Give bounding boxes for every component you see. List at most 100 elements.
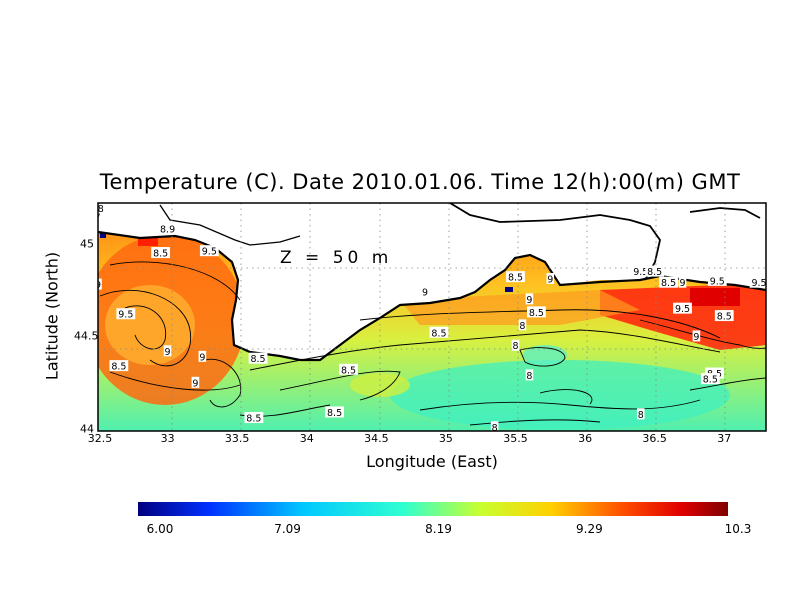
- y-tick-label: 45: [80, 237, 94, 251]
- contour-label: 8.5: [246, 414, 261, 425]
- contour-label: 8: [98, 204, 104, 215]
- cool-patch-center: [390, 360, 730, 430]
- contour-label: 8.5: [327, 408, 342, 419]
- contour-label-bg: [151, 247, 171, 259]
- contour-label-bg: [546, 273, 555, 284]
- contour-label: 8: [526, 371, 532, 382]
- contour-label: 8.5: [508, 273, 523, 284]
- colorbar-tick-label: 7.09: [274, 522, 301, 536]
- contour-label: 8.5: [111, 362, 126, 373]
- contour-label: 9: [547, 275, 553, 286]
- contour-label-bg: [109, 360, 129, 372]
- contour-label-bg: [506, 271, 525, 283]
- x-tick-label: 35.5: [503, 432, 528, 445]
- contour-label-bg: [659, 276, 678, 288]
- colorbar: [138, 502, 728, 516]
- contour-label: 8: [492, 423, 498, 434]
- contour-label: 8: [519, 321, 525, 332]
- contour-label-bg: [707, 274, 727, 286]
- x-tick-label: 35: [438, 432, 453, 445]
- contour-label-bg: [631, 265, 651, 277]
- isotherm-contours: [99, 261, 766, 426]
- y-tick-label: 44.5: [74, 329, 99, 343]
- contour-label-bg: [198, 350, 207, 362]
- x-tick-label: 34.5: [364, 432, 389, 445]
- plot-frame: [97, 202, 767, 432]
- land-crimea: [98, 203, 766, 360]
- contour-label-bg: [98, 203, 105, 214]
- contour-label: 9.5: [633, 267, 648, 278]
- contour-label-bg: [518, 319, 527, 331]
- contour-label-bg: [244, 412, 264, 424]
- colorbar-tick-label: 9.29: [576, 522, 603, 536]
- contour-label: 8.5: [717, 312, 732, 323]
- contour-label-bg: [526, 306, 546, 318]
- contour-label: 9: [526, 295, 532, 306]
- colorbar-tick-label: 10.3: [724, 522, 752, 536]
- colorbar-tick-label: 6.00: [146, 522, 174, 536]
- contour-label: 8.5: [647, 267, 662, 278]
- contour-label-bg: [98, 209, 102, 221]
- contour-label-bg: [116, 308, 136, 320]
- contour-label: 8.5: [661, 278, 676, 289]
- contour-label: 8: [512, 341, 518, 352]
- contour-label: 8.9: [160, 224, 175, 235]
- x-tick-label: 33: [160, 432, 175, 445]
- colorbar-tick-label: 8.19: [425, 522, 452, 536]
- contour-label: 9: [95, 280, 101, 291]
- contour-label: 8.5: [431, 328, 446, 339]
- contour-label-bg: [692, 330, 701, 342]
- x-tick-label: 32.5: [87, 432, 113, 445]
- contour-label-bg: [158, 222, 177, 234]
- contour-label: 7: [95, 211, 101, 222]
- contour-label-bg: [525, 293, 534, 305]
- contour-label-bg: [645, 265, 665, 277]
- x-tick-label: 34: [299, 432, 314, 445]
- contour-label-bg: [678, 276, 687, 288]
- contour-label: 9: [199, 352, 205, 363]
- contour-label-bg: [636, 408, 645, 420]
- contour-label: 8.5: [529, 308, 544, 319]
- contour-label-bg: [191, 376, 200, 388]
- x-axis-label: Longitude (East): [366, 452, 498, 471]
- depth-label: Z = 50 m: [280, 248, 393, 268]
- contour-label-bg: [673, 302, 692, 314]
- contour-label: 8: [638, 410, 644, 421]
- contour-label-bg: [511, 339, 520, 351]
- contour-label: 9: [422, 287, 428, 298]
- contour-label-bg: [98, 278, 102, 290]
- contour-label-bg: [700, 373, 720, 385]
- contour-label-bg: [248, 352, 268, 364]
- contour-label-bg: [714, 310, 734, 322]
- contour-label: 9.5: [202, 247, 217, 258]
- x-tick-label: 33.5: [224, 432, 250, 445]
- contour-label: 9: [679, 278, 685, 289]
- contour-label-bg: [421, 285, 429, 297]
- x-tick-label: 36.5: [642, 432, 667, 445]
- cold-speck: [505, 287, 513, 292]
- contour-label-bg: [749, 276, 766, 288]
- contour-label: 8.5: [250, 354, 265, 365]
- contour-label: 8.5: [703, 375, 718, 386]
- contour-label: 9: [693, 332, 699, 343]
- contour-label: 9: [165, 347, 171, 358]
- contour-label: 8.5: [341, 365, 356, 376]
- contour-label-bg: [325, 406, 344, 418]
- contour-label-bg: [163, 345, 172, 357]
- contour-label: 9.5: [710, 276, 725, 287]
- y-tick-label: 44: [80, 422, 94, 436]
- contour-label-bg: [525, 369, 534, 381]
- contour-label: 9.5: [751, 278, 766, 289]
- contour-label-bg: [429, 326, 449, 338]
- x-tick-label: 36: [578, 432, 593, 445]
- contour-label-bg: [490, 421, 499, 431]
- contour-label: 9.5: [675, 304, 690, 315]
- contour-label-bg: [199, 245, 219, 257]
- contour-label: 8.5: [153, 249, 168, 260]
- contour-label: 9.5: [118, 310, 133, 321]
- contour-label: 9: [192, 378, 198, 389]
- contour-label-bg: [705, 367, 724, 379]
